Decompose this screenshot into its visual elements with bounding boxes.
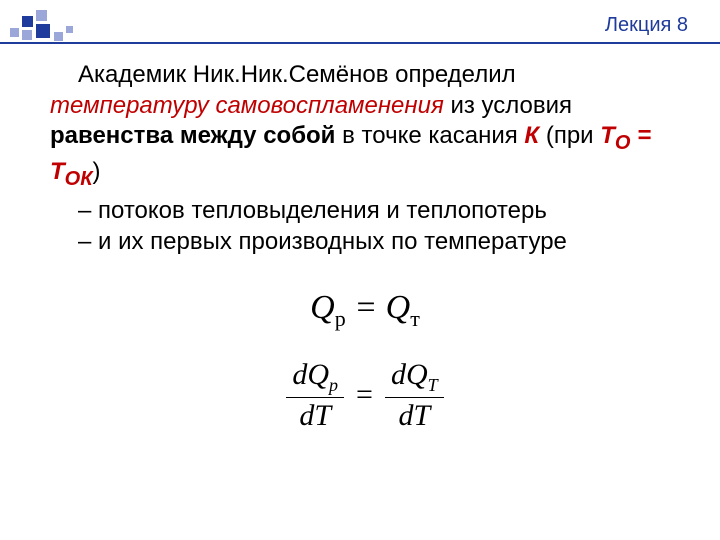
equation-derivatives: dQp dT = dQT dT (50, 359, 680, 431)
Q: Q (307, 358, 329, 391)
equation-Qr-eq-Qt: Qр = Qт (50, 286, 680, 333)
bullet-list: – потоков тепловыделения и теплопотерь –… (50, 196, 680, 257)
bullet-item: – потоков тепловыделения и теплопотерь (78, 196, 680, 227)
deco-square (22, 16, 33, 27)
sub-r: р (335, 305, 346, 330)
bullet-item: – и их первых производных по температуре (78, 227, 680, 258)
T: T (314, 399, 331, 432)
slide: Лекция 8 Академик Ник.Ник.Семёнов опреде… (0, 0, 720, 540)
sub-OK: ОК (65, 168, 93, 190)
text: в точке касания (335, 122, 524, 149)
Q: Q (310, 289, 335, 326)
sub-T: T (428, 375, 438, 395)
rhs-fraction: dQT dT (385, 359, 444, 431)
content: Академик Ник.Ник.Семёнов определил темпе… (50, 60, 680, 431)
header-rule (0, 42, 720, 44)
T: Т (600, 122, 615, 149)
paragraph-main: Академик Ник.Ник.Семёнов определил темпе… (50, 60, 680, 192)
corner-decoration (6, 10, 126, 50)
lecture-label: Лекция 8 (605, 14, 688, 37)
lhs-fraction: dQp dT (286, 359, 344, 431)
equals: = (356, 376, 373, 414)
Q: Q (386, 289, 411, 326)
deco-square (10, 28, 19, 37)
deco-square (36, 24, 50, 38)
d: d (391, 358, 406, 391)
point-K: К (524, 122, 539, 149)
text: из условия (444, 92, 572, 119)
text: Академик Ник.Ник.Семёнов определил (78, 61, 516, 88)
d: d (398, 399, 413, 432)
sub-t: т (410, 305, 420, 330)
text-bold: равенства между собой (50, 122, 335, 149)
sub-p: p (329, 375, 338, 395)
equals: = (346, 289, 386, 326)
d: d (299, 399, 314, 432)
text: ) (93, 158, 101, 185)
text: (при (539, 122, 600, 149)
deco-square (54, 32, 63, 41)
Q: Q (406, 358, 428, 391)
sub-O: О (615, 132, 631, 154)
deco-square (66, 26, 73, 33)
T: T (413, 399, 430, 432)
deco-square (36, 10, 47, 21)
equation-block: Qр = Qт dQp dT = dQT dT (50, 286, 680, 431)
deco-square (22, 30, 32, 40)
term-self-ignition-temp: температуру самовоспламенения (50, 92, 444, 119)
d: d (292, 358, 307, 391)
